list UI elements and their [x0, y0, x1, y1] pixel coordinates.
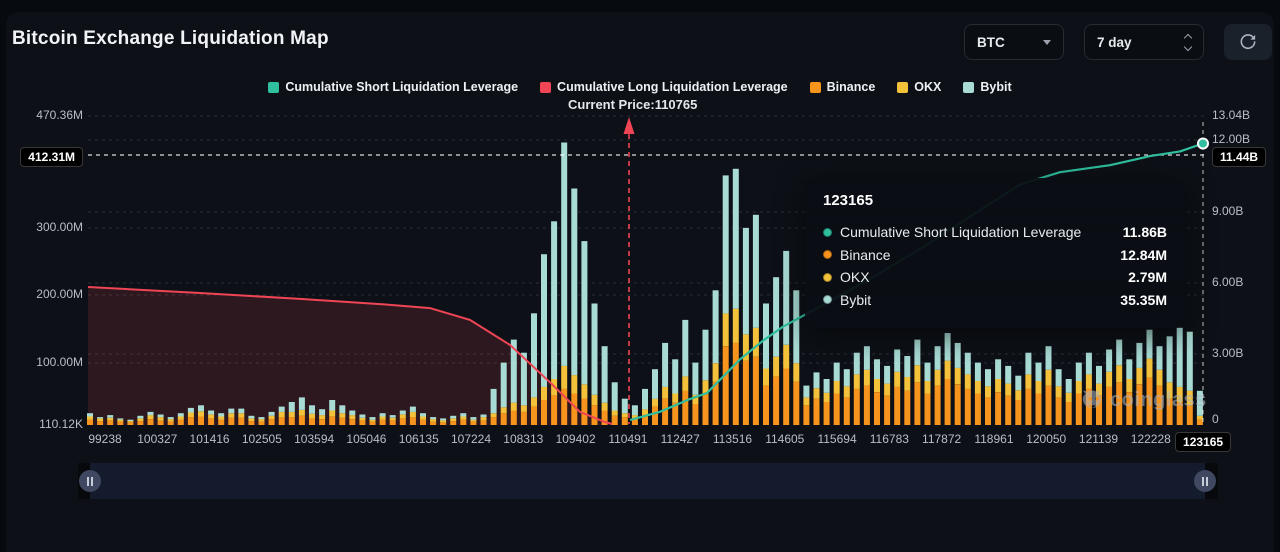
- range-slider-selection[interactable]: [90, 463, 1205, 499]
- series-dot: [823, 272, 832, 282]
- x-axis-label: 120050: [1026, 432, 1067, 446]
- x-axis-label: 123165: [1171, 432, 1235, 452]
- page-title: Bitcoin Exchange Liquidation Map: [12, 28, 329, 49]
- y-axis-left-label: 470.36M: [36, 108, 83, 122]
- x-axis-label: 116783: [869, 432, 909, 446]
- tooltip-row: OKX 2.79M: [823, 266, 1167, 289]
- x-axis-label: 113516: [712, 432, 753, 446]
- period-select[interactable]: 7 day: [1084, 24, 1204, 60]
- x-axis-label: 100327: [137, 432, 178, 446]
- series-dot: [823, 250, 832, 260]
- tooltip-row-value: 2.79M: [1128, 269, 1167, 286]
- tooltip-row-label: Cumulative Short Liquidation Leverage: [840, 224, 1082, 241]
- legend-label: Cumulative Long Liquidation Leverage: [557, 80, 788, 94]
- y-axis-left-label: 412.31M: [0, 147, 83, 167]
- symbol-select-value: BTC: [977, 34, 1005, 50]
- y-axis-right-label: 3.00B: [1212, 346, 1244, 360]
- tooltip-row-value: 12.84M: [1120, 246, 1167, 263]
- x-axis-label: 107224: [450, 432, 492, 446]
- tooltip-title: 123165: [823, 192, 874, 209]
- legend-item-1[interactable]: Cumulative Long Liquidation Leverage: [540, 80, 788, 94]
- range-slider[interactable]: [78, 463, 1218, 499]
- range-slider-left-handle[interactable]: [79, 470, 101, 492]
- y-axis-left-label: 200.00M: [36, 287, 83, 301]
- legend-item-0[interactable]: Cumulative Short Liquidation Leverage: [268, 80, 518, 94]
- y-axis-left-label: 300.00M: [36, 220, 83, 234]
- y-axis-right-label: 0: [1212, 412, 1219, 426]
- chart-legend: Cumulative Short Liquidation Leverage Cum…: [0, 80, 1280, 94]
- tooltip-row-value: 35.35M: [1120, 291, 1167, 308]
- x-axis-label: 103594: [294, 432, 335, 446]
- x-axis-label: 118961: [974, 432, 1014, 446]
- refresh-icon: [1240, 34, 1256, 50]
- x-axis-label: 99238: [88, 432, 122, 446]
- range-slider-right-handle[interactable]: [1194, 470, 1216, 492]
- tooltip-row-label: Bybit: [840, 291, 872, 308]
- y-axis-right-label: 9.00B: [1212, 204, 1244, 218]
- y-axis-right-label: 12.00B: [1212, 132, 1251, 146]
- x-axis-label: 115694: [817, 432, 857, 446]
- x-axis-label: 121139: [1078, 432, 1119, 446]
- legend-label: Bybit: [980, 80, 1012, 94]
- x-axis-label: 114605: [765, 432, 805, 446]
- tooltip-row-label: Binance: [840, 246, 891, 263]
- series-dot: [823, 227, 832, 237]
- legend-label: Binance: [826, 80, 876, 94]
- x-axis-label: 117872: [922, 432, 962, 446]
- chevron-down-icon: [1043, 39, 1051, 45]
- x-axis-label: 122228: [1130, 432, 1171, 446]
- y-axis-right-label: 13.04B: [1212, 108, 1251, 122]
- symbol-select[interactable]: BTC: [964, 24, 1064, 60]
- y-axis-left-label: 100.00M: [36, 355, 83, 369]
- x-axis-label: 101416: [189, 432, 230, 446]
- period-select-value: 7 day: [1097, 34, 1132, 50]
- legend-label: Cumulative Short Liquidation Leverage: [285, 80, 519, 94]
- legend-item-2[interactable]: Binance: [809, 80, 876, 94]
- y-axis-right-label: 11.44B: [1212, 147, 1267, 167]
- liquidation-chart[interactable]: [0, 0, 1280, 460]
- x-axis-label: 105046: [346, 432, 387, 446]
- y-axis-right-label: 6.00B: [1212, 275, 1244, 289]
- x-axis-label: 108313: [503, 432, 544, 446]
- x-axis-label: 102505: [241, 432, 282, 446]
- x-axis-label: 112427: [660, 432, 700, 446]
- x-axis-label: 106135: [398, 432, 439, 446]
- legend-item-4[interactable]: Bybit: [963, 80, 1012, 94]
- legend-swatch: [540, 81, 552, 93]
- tooltip-row: Cumulative Short Liquidation Leverage 11.…: [823, 221, 1167, 244]
- chart-tooltip: 123165 Cumulative Short Liquidation Leve…: [805, 178, 1185, 328]
- series-dot: [823, 295, 832, 305]
- coinglass-watermark: coinglass: [1078, 386, 1207, 414]
- up-down-spinner-icon: [1183, 32, 1193, 53]
- current-price-label: Current Price:110765: [568, 97, 698, 112]
- legend-swatch: [268, 81, 280, 93]
- y-axis-left-label: 110.12K: [39, 417, 83, 431]
- legend-swatch: [809, 81, 821, 93]
- tooltip-row: Binance 12.84M: [823, 244, 1167, 267]
- tooltip-row-value: 11.86B: [1122, 224, 1167, 241]
- tooltip-row-label: OKX: [840, 269, 870, 286]
- watermark-text: coinglass: [1110, 388, 1207, 411]
- legend-swatch: [897, 81, 909, 93]
- x-axis-label: 109402: [555, 432, 596, 446]
- legend-label: OKX: [914, 80, 942, 94]
- legend-item-3[interactable]: OKX: [897, 80, 941, 94]
- tooltip-row: Bybit 35.35M: [823, 289, 1167, 312]
- refresh-button[interactable]: [1224, 24, 1272, 60]
- x-axis-label: 110491: [608, 432, 648, 446]
- legend-swatch: [963, 81, 975, 93]
- header-controls: BTC 7 day: [964, 24, 1272, 60]
- bull-logo-icon: [1082, 390, 1102, 409]
